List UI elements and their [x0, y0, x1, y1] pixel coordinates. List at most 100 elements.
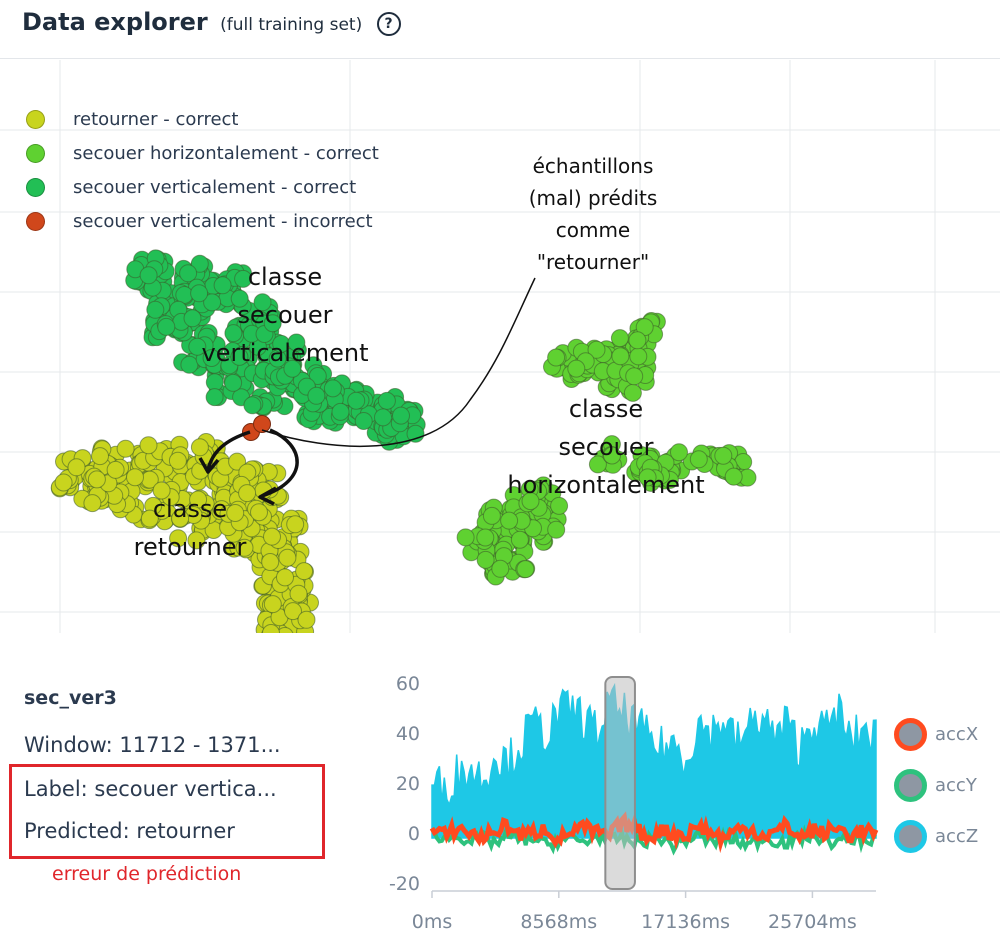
timeseries-chart[interactable]: 60 40 20 0 -20 0ms 8568ms 17136ms 25704ms: [360, 663, 880, 943]
scatter-point: [289, 584, 308, 603]
scatter-point: [286, 515, 305, 534]
legend-label: secouer verticalement - correct: [73, 176, 357, 198]
scatter-point: [587, 340, 606, 359]
annotation-line: échantillons: [532, 154, 654, 178]
scatter-point: [253, 415, 271, 433]
header: Data explorer (full training set) ?: [0, 0, 1000, 59]
scatter-points: [50, 249, 757, 633]
scatter-point: [261, 553, 280, 571]
annotation-line: secouer: [558, 433, 654, 461]
scatter-point: [139, 436, 158, 455]
scatter-point: [116, 439, 135, 458]
legend-dot-icon: [26, 109, 45, 129]
annotation-line: comme: [555, 218, 631, 242]
scatter-point: [169, 529, 188, 548]
y-tick-label: 40: [396, 723, 420, 745]
scatter-point: [521, 492, 540, 511]
arrow-head: [198, 457, 220, 474]
annotation-class-horizontal: classe secouer horizontalement: [488, 390, 724, 504]
scatter-point: [347, 391, 366, 410]
y-tick-label: 0: [408, 823, 420, 845]
series-legend-label: accX: [935, 724, 979, 745]
scatter-point: [287, 333, 306, 352]
title-text: Data explorer: [22, 8, 208, 36]
scatter-point: [297, 610, 316, 629]
series-toggle-icon: [894, 769, 927, 802]
scatter-point: [482, 506, 501, 525]
scatter-point: [187, 531, 206, 550]
scatter-point: [243, 396, 262, 415]
scatter-point: [226, 504, 245, 522]
scatter-point: [188, 337, 207, 356]
scatter-point: [238, 484, 257, 503]
scatter-point: [205, 388, 224, 407]
annotation-line: classe: [568, 395, 644, 423]
annotation-class-vertical: classe secouer verticalement: [190, 258, 380, 372]
legend-item[interactable]: retourner - correct: [26, 102, 379, 136]
annotation-line: (mal) prédits: [528, 186, 658, 210]
scatter-point: [278, 548, 297, 567]
scatter-point: [603, 446, 621, 465]
scatter-grid: [0, 60, 1000, 633]
series-accX: [429, 811, 879, 854]
scatter-point: [550, 496, 569, 515]
annotation-line: classe: [152, 495, 228, 523]
annotation-line: horizontalement: [507, 471, 705, 499]
question-circle-icon[interactable]: ?: [376, 12, 401, 36]
scatter-point: [262, 624, 280, 633]
x-tick-label: 0ms: [412, 911, 453, 933]
y-tick-label: 60: [396, 673, 420, 695]
scatter-point: [190, 254, 209, 273]
error-highlight-box: [9, 764, 325, 859]
series-legend-label: accZ: [935, 826, 979, 847]
scatter-point: [392, 406, 410, 425]
scatter-point: [284, 602, 302, 621]
scatter-point: [547, 520, 566, 539]
scatter-point: [235, 538, 254, 557]
series-accZ: [431, 682, 877, 839]
annotation-line: retourner: [133, 533, 247, 561]
legend-dot-icon: [26, 177, 45, 197]
scatter-point: [547, 348, 566, 367]
scatter-point: [106, 460, 125, 479]
scatter-point: [171, 509, 190, 528]
scatter-point: [500, 511, 519, 530]
scatter-point: [689, 450, 708, 469]
scatter-point: [230, 289, 249, 308]
legend-item[interactable]: secouer horizontalement - correct: [26, 136, 379, 170]
annotation-class-retourner: classe retourner: [110, 490, 270, 566]
sample-predicted: Predicted: retourner: [24, 819, 235, 843]
annotation-line: secouer: [237, 301, 333, 329]
scatter-point: [67, 458, 86, 477]
scatter-point: [283, 359, 302, 378]
y-tick-label: 20: [396, 773, 420, 795]
scatter-point: [276, 627, 294, 633]
scatter-point: [157, 317, 176, 336]
sample-name: sec_ver3: [24, 687, 117, 709]
scatter-point: [87, 470, 106, 489]
scatter-point: [670, 443, 688, 462]
scatter-point: [126, 468, 144, 487]
scatter-point: [202, 349, 221, 367]
series-legend-item[interactable]: accZ: [894, 811, 978, 862]
sample-panel: sec_ver3 Window: 11712 - 1371... Label: …: [0, 633, 1000, 943]
error-note: erreur de prédiction: [52, 863, 242, 885]
annotation-line: classe: [247, 263, 323, 291]
scatter-point: [230, 347, 249, 366]
legend-item[interactable]: secouer verticalement - incorrect: [26, 204, 379, 238]
scatter-point: [610, 329, 629, 348]
x-tick-label: 8568ms: [520, 911, 597, 933]
scatter-point: [146, 300, 165, 319]
scatter-point: [629, 347, 648, 366]
scatter-point: [628, 331, 647, 350]
scatter-point: [139, 266, 158, 285]
series-legend-item[interactable]: accY: [894, 760, 978, 811]
series-legend-item[interactable]: accX: [894, 709, 978, 760]
y-tick-label: -20: [389, 873, 420, 895]
window-highlight[interactable]: [604, 676, 636, 890]
scatter-point: [140, 509, 159, 528]
legend-item[interactable]: secouer verticalement - correct: [26, 170, 379, 204]
scatter-plot[interactable]: [0, 60, 1000, 633]
arrow-head: [258, 486, 277, 506]
scatter-point: [476, 528, 495, 547]
